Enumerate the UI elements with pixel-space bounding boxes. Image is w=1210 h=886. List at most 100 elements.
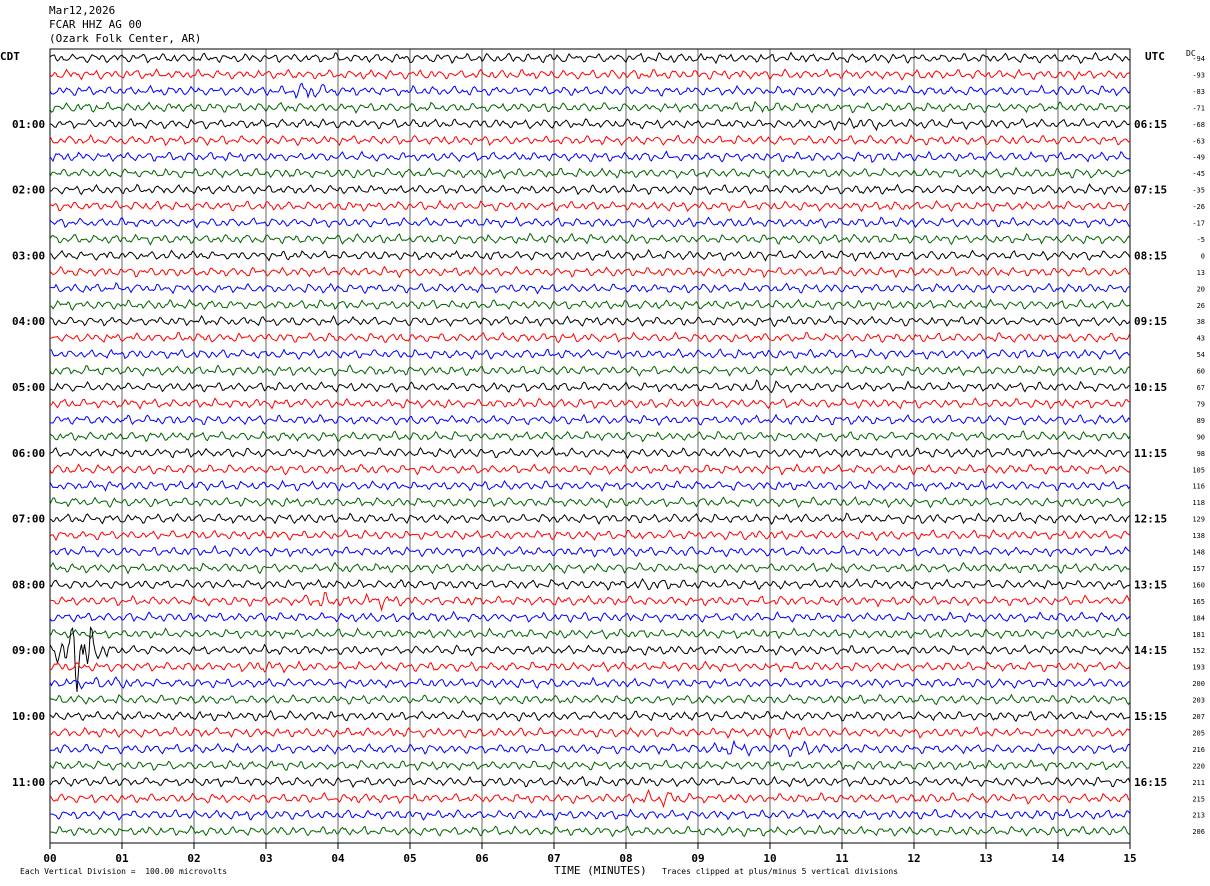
seismic-trace-row xyxy=(49,232,1131,246)
cdt-hour-label: 11:00 xyxy=(12,776,45,789)
utc-hour-label: 14:15 xyxy=(1134,644,1167,657)
dc-offset-label: 220 xyxy=(1192,762,1205,770)
x-tick-label: 01 xyxy=(115,852,129,865)
x-tick-label: 09 xyxy=(691,852,704,865)
dc-offset-label: 157 xyxy=(1192,565,1205,573)
seismic-trace-row xyxy=(49,216,1131,229)
dc-offset-label: 129 xyxy=(1192,516,1205,524)
cdt-hour-label: 10:00 xyxy=(12,710,45,723)
seismic-trace-row xyxy=(49,82,1131,100)
dc-offset-label: 98 xyxy=(1197,450,1205,458)
seismic-trace-row xyxy=(49,117,1131,132)
seismic-trace-row xyxy=(49,544,1131,558)
seismic-trace-row xyxy=(49,775,1131,789)
seismic-trace-row xyxy=(49,726,1131,741)
x-tick-label: 08 xyxy=(619,852,632,865)
cdt-hour-label: 07:00 xyxy=(12,513,45,526)
dc-offset-label: -93 xyxy=(1192,71,1205,79)
seismic-trace-row xyxy=(49,397,1131,410)
utc-hour-label: 13:15 xyxy=(1134,578,1167,591)
x-tick-label: 15 xyxy=(1123,852,1136,865)
vertical-division-note: Each Vertical Division = 100.00 microvol… xyxy=(20,867,228,876)
seismic-trace-row xyxy=(49,824,1131,838)
seismic-trace-row xyxy=(49,51,1130,65)
dc-offset-label: 200 xyxy=(1192,680,1205,688)
utc-hour-label: 08:15 xyxy=(1134,249,1167,262)
seismic-trace-row xyxy=(50,413,1131,426)
utc-hour-label: 10:15 xyxy=(1134,381,1167,394)
dc-offset-label: 181 xyxy=(1192,631,1205,639)
x-tick-label: 11 xyxy=(835,852,849,865)
seismic-trace-row xyxy=(49,379,1131,394)
seismic-trace-row xyxy=(49,298,1131,311)
dc-offset-label: -49 xyxy=(1192,154,1205,162)
dc-offset-label: 26 xyxy=(1197,302,1205,310)
x-tick-label: 06 xyxy=(475,852,489,865)
dc-offset-label: 20 xyxy=(1197,285,1205,293)
seismic-trace-row xyxy=(49,592,1131,612)
seismic-trace-row xyxy=(49,610,1131,623)
dc-offset-label: -35 xyxy=(1192,187,1205,195)
dc-offset-label: -94 xyxy=(1192,55,1205,63)
utc-label: UTC xyxy=(1145,50,1165,63)
x-tick-label: 03 xyxy=(259,852,272,865)
dc-offset-label: 116 xyxy=(1192,483,1205,491)
x-tick-label: 02 xyxy=(187,852,200,865)
dc-offset-label: 90 xyxy=(1197,433,1205,441)
seismic-trace-row xyxy=(49,134,1131,147)
dc-offset-label: 213 xyxy=(1192,812,1205,820)
seismic-trace-row xyxy=(49,512,1131,526)
dc-offset-label: 89 xyxy=(1197,417,1205,425)
utc-hour-label: 09:15 xyxy=(1134,315,1167,328)
seismic-trace-row xyxy=(49,693,1131,706)
dc-offset-label: 205 xyxy=(1192,729,1205,737)
seismic-trace-row xyxy=(49,463,1131,476)
dc-offset-label: 165 xyxy=(1192,598,1205,606)
x-tick-label: 12 xyxy=(907,852,920,865)
seismic-trace-row xyxy=(49,660,1131,674)
seismic-trace-row xyxy=(49,166,1131,180)
seismic-trace-row xyxy=(49,496,1131,509)
utc-hour-label: 12:15 xyxy=(1134,513,1167,526)
dc-offset-label: 138 xyxy=(1192,532,1205,540)
dc-offset-label: 211 xyxy=(1192,779,1205,787)
utc-hour-label: 07:15 xyxy=(1134,184,1167,197)
cdt-hour-label: 08:00 xyxy=(12,578,45,591)
dc-offset-label: 13 xyxy=(1197,269,1205,277)
seismic-trace-row xyxy=(49,249,1131,262)
dc-label: DC xyxy=(1186,49,1196,58)
cdt-hour-label: 04:00 xyxy=(12,315,45,328)
seismic-trace-row xyxy=(49,314,1131,328)
dc-offset-label: 0 xyxy=(1201,252,1205,260)
seismic-trace-row xyxy=(49,709,1131,722)
station-location: (Ozark Folk Center, AR) xyxy=(49,32,202,45)
dc-offset-label: 206 xyxy=(1192,828,1205,836)
dc-offset-label: 105 xyxy=(1192,466,1205,474)
seismic-trace-row xyxy=(49,625,1131,693)
seismic-trace-row xyxy=(49,759,1131,772)
utc-hour-label: 15:15 xyxy=(1134,710,1167,723)
dc-offset-label: 43 xyxy=(1197,335,1205,343)
seismic-trace-row xyxy=(49,348,1131,361)
utc-hour-label: 16:15 xyxy=(1134,776,1167,789)
x-tick-label: 04 xyxy=(331,852,345,865)
dc-offset-label: -17 xyxy=(1192,220,1205,228)
seismic-trace-row xyxy=(49,739,1131,758)
utc-hour-label: 11:15 xyxy=(1134,447,1167,460)
seismic-trace-row xyxy=(49,446,1131,460)
seismic-trace-row xyxy=(50,183,1131,196)
cdt-label: CDT xyxy=(0,50,20,63)
cdt-hour-label: 03:00 xyxy=(12,249,45,262)
seismic-trace-row xyxy=(49,529,1131,542)
cdt-hour-label: 05:00 xyxy=(12,381,45,394)
plot-frame xyxy=(49,48,1131,844)
cdt-hour-label: 06:00 xyxy=(12,447,45,460)
dc-offset-label: 67 xyxy=(1197,384,1205,392)
seismic-trace-row xyxy=(49,676,1131,690)
dc-offset-label: -26 xyxy=(1192,203,1205,211)
x-tick-label: 13 xyxy=(979,852,992,865)
clip-note: Traces clipped at plus/minus 5 vertical … xyxy=(662,867,899,876)
x-axis-label: TIME (MINUTES) xyxy=(554,864,647,877)
dc-offset-label: 184 xyxy=(1192,614,1205,622)
seismic-trace-row xyxy=(49,430,1131,443)
